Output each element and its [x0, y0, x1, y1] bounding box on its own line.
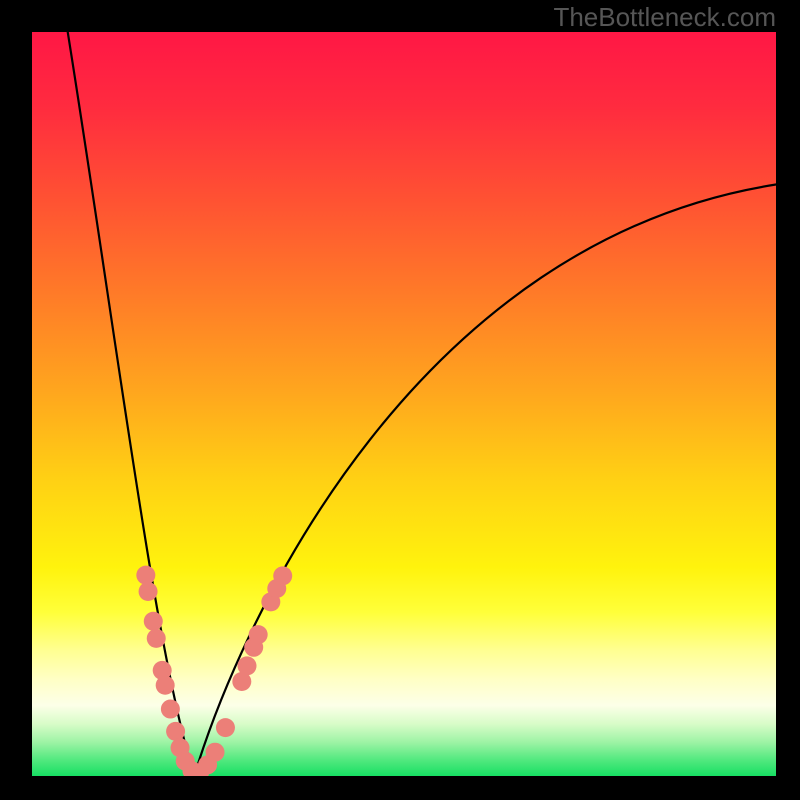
chart-container: TheBottleneck.com	[0, 0, 800, 800]
data-marker	[161, 700, 180, 719]
data-marker	[216, 718, 235, 737]
data-marker	[156, 676, 175, 695]
data-marker	[273, 566, 292, 585]
data-marker	[144, 612, 163, 631]
data-marker	[238, 656, 257, 675]
data-marker	[147, 629, 166, 648]
data-marker	[249, 625, 268, 644]
bottleneck-curve	[68, 32, 776, 776]
chart-svg	[32, 32, 776, 776]
data-marker	[136, 566, 155, 585]
data-marker	[139, 582, 158, 601]
plot-area	[32, 32, 776, 776]
data-marker	[166, 722, 185, 741]
data-marker	[206, 743, 225, 762]
watermark-text: TheBottleneck.com	[553, 2, 776, 33]
data-markers-group	[136, 566, 292, 776]
